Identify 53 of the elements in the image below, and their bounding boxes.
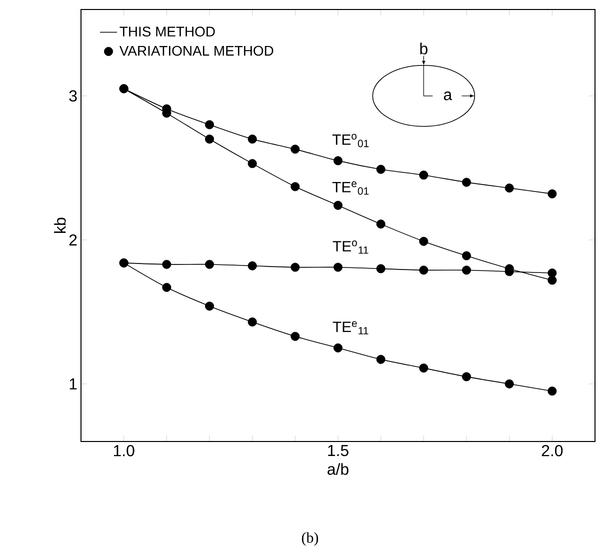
point bbox=[376, 264, 386, 274]
annotation: TE$^{o}$11 bbox=[332, 240, 368, 254]
point bbox=[419, 364, 428, 373]
point bbox=[290, 182, 300, 192]
point bbox=[548, 386, 557, 396]
x-tick-label: 1.5 bbox=[328, 445, 348, 456]
point bbox=[376, 220, 386, 229]
point bbox=[248, 134, 257, 144]
point bbox=[290, 262, 300, 272]
point bbox=[334, 200, 343, 210]
point bbox=[162, 282, 172, 292]
point bbox=[419, 236, 428, 246]
point bbox=[290, 144, 300, 154]
x-axis-title: a/b bbox=[328, 463, 348, 475]
point bbox=[205, 120, 214, 130]
x-tick-label: 1.0 bbox=[114, 445, 134, 456]
legend-label: VARIATIONAL METHOD bbox=[119, 46, 274, 56]
point bbox=[376, 164, 386, 174]
point bbox=[504, 379, 514, 388]
point bbox=[504, 184, 514, 193]
point bbox=[419, 170, 428, 180]
point bbox=[462, 266, 472, 275]
point bbox=[205, 260, 214, 269]
annotation: TE$^{e}$11 bbox=[332, 321, 368, 334]
point bbox=[205, 134, 214, 144]
point bbox=[376, 354, 386, 364]
point bbox=[248, 261, 257, 270]
point bbox=[334, 262, 343, 272]
point bbox=[248, 317, 257, 326]
y-tick-label: 2 bbox=[69, 234, 77, 246]
point bbox=[548, 268, 557, 278]
point bbox=[334, 156, 343, 166]
point bbox=[290, 332, 300, 341]
x-tick-label: 2.0 bbox=[542, 445, 563, 456]
text: (b) bbox=[302, 532, 318, 546]
point bbox=[462, 251, 472, 260]
annotation: TE$^{o}$01 bbox=[332, 134, 369, 148]
annotation: a bbox=[444, 92, 452, 100]
y-tick-label: 1 bbox=[70, 378, 77, 390]
point bbox=[548, 276, 557, 285]
point bbox=[548, 189, 557, 198]
point bbox=[205, 302, 214, 311]
point bbox=[334, 343, 343, 352]
annotation: TE$^{e}$01 bbox=[332, 181, 369, 195]
legend-label: THIS METHOD bbox=[120, 26, 215, 37]
point bbox=[248, 159, 257, 168]
y-axis-title: kb bbox=[54, 218, 66, 233]
point bbox=[419, 266, 428, 275]
y-tick-label: 3 bbox=[69, 90, 77, 102]
point bbox=[462, 372, 472, 382]
point bbox=[162, 260, 172, 269]
annotation: b bbox=[420, 42, 428, 54]
point bbox=[462, 178, 472, 187]
